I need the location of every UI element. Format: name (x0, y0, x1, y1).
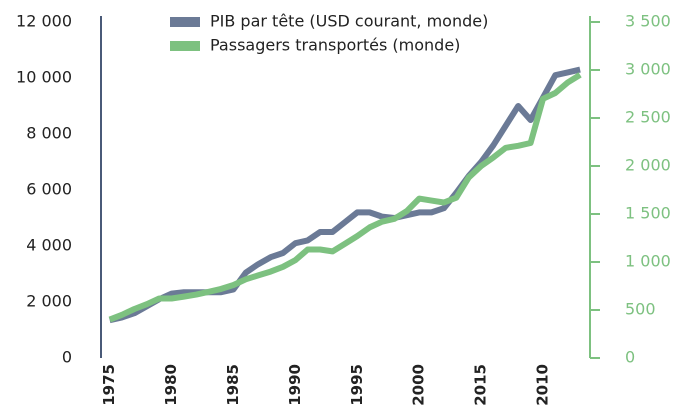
y2-tick-label: 1 000 (625, 252, 671, 271)
y2-tick-label: 2 000 (625, 156, 671, 175)
x-tick-label: 1980 (162, 364, 180, 406)
y2-tick-label: 3 000 (625, 60, 671, 79)
legend-label: PIB par tête (USD courant, monde) (210, 12, 488, 31)
y2-tick-label: 3 500 (625, 12, 671, 31)
x-tick-label: 1990 (286, 364, 304, 406)
x-tick-label: 2015 (472, 364, 490, 406)
x-tick-label: 2000 (410, 364, 428, 406)
x-tick-label: 2010 (533, 364, 551, 406)
x-tick-label: 1995 (348, 364, 366, 406)
y2-tick-label: 500 (625, 300, 656, 319)
y-tick-label: 8 000 (26, 124, 72, 143)
legend-swatch (170, 41, 200, 51)
y-tick-label: 12 000 (16, 12, 72, 31)
series-line (108, 72, 582, 323)
y-tick-label: 10 000 (16, 68, 72, 87)
y2-tick-label: 0 (625, 348, 635, 367)
legend-swatch (170, 17, 200, 27)
y-tick-label: 4 000 (26, 236, 72, 255)
y2-tick-label: 1 500 (625, 204, 671, 223)
x-tick-label: 1985 (224, 364, 242, 406)
legend-label: Passagers transportés (monde) (210, 36, 460, 55)
series-line (109, 66, 581, 324)
y-tick-label: 2 000 (26, 292, 72, 311)
y2-tick-label: 2 500 (625, 108, 671, 127)
y-tick-label: 0 (62, 348, 72, 367)
y-tick-label: 6 000 (26, 180, 72, 199)
x-tick-label: 1975 (100, 364, 118, 406)
